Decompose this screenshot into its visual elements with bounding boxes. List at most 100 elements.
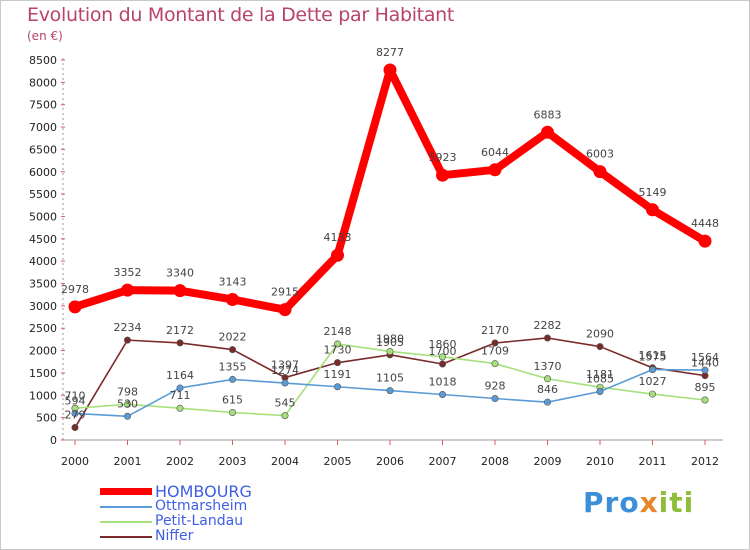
- data-point-ottmarsheim: [543, 398, 551, 406]
- data-point-hombourg: [173, 284, 187, 298]
- data-point-ottmarsheim: [71, 409, 79, 417]
- legend-label-hombourg: HOMBOURG: [155, 482, 252, 501]
- data-label-petit-landau: 895: [695, 381, 716, 394]
- data-point-petit-landau: [281, 412, 289, 420]
- data-label-ottmarsheim: 1274: [271, 364, 299, 377]
- legend-swatch-hombourg: [100, 488, 152, 495]
- data-label-petit-landau: 2148: [324, 325, 352, 338]
- data-label-niffer: 2282: [534, 319, 562, 332]
- data-point-hombourg: [121, 283, 134, 297]
- y-tick-label: 0: [50, 434, 57, 447]
- x-tick-label: 2007: [429, 455, 457, 468]
- data-label-niffer: 2234: [114, 321, 142, 334]
- logo-part-2: x: [639, 486, 659, 519]
- y-tick-label: 8000: [29, 76, 57, 89]
- data-label-hombourg: 5149: [639, 186, 667, 199]
- data-point-ottmarsheim: [701, 366, 709, 374]
- data-label-hombourg: 8277: [376, 46, 404, 59]
- data-point-hombourg: [331, 248, 344, 262]
- x-tick-label: 2001: [114, 455, 142, 468]
- y-tick-label: 6000: [29, 166, 57, 179]
- data-point-hombourg: [593, 165, 607, 179]
- proxiti-logo: Proxiti: [583, 486, 694, 519]
- x-tick-label: 2006: [376, 455, 404, 468]
- data-label-niffer: 1440: [691, 357, 719, 370]
- data-label-ottmarsheim: 1018: [429, 375, 457, 388]
- data-point-ottmarsheim: [281, 379, 289, 387]
- data-label-niffer: 2172: [166, 324, 194, 337]
- data-label-petit-landau: 1370: [534, 360, 562, 373]
- data-label-petit-landau: 1027: [639, 375, 667, 388]
- data-point-niffer: [438, 360, 446, 368]
- data-point-niffer: [596, 343, 604, 351]
- y-tick-label: 6500: [29, 143, 57, 156]
- data-label-petit-landau: 1860: [429, 338, 457, 351]
- data-point-ottmarsheim: [124, 412, 132, 420]
- y-tick-label: 5000: [29, 210, 57, 223]
- data-point-petit-landau: [124, 400, 132, 408]
- logo-part-3: iti: [658, 486, 695, 519]
- legend-swatch-petit-landau: [100, 521, 152, 523]
- data-label-ottmarsheim: 1164: [166, 369, 194, 382]
- data-point-hombourg: [541, 125, 554, 139]
- y-tick-label: 1000: [29, 389, 57, 402]
- chart-title: Evolution du Montant de la Dette par Hab…: [27, 4, 455, 26]
- y-tick-label: 5500: [29, 188, 57, 201]
- data-point-niffer: [333, 359, 341, 367]
- data-label-hombourg: 3143: [219, 275, 247, 288]
- data-point-hombourg: [698, 234, 712, 248]
- y-tick-label: 8500: [29, 54, 57, 67]
- legend-label-niffer: Niffer: [155, 528, 194, 544]
- data-point-hombourg: [68, 300, 82, 314]
- data-point-ottmarsheim: [596, 387, 604, 395]
- y-tick-label: 4500: [29, 233, 57, 246]
- x-tick-label: 2011: [639, 455, 667, 468]
- data-label-ottmarsheim: 1575: [639, 351, 667, 364]
- data-label-niffer: 2090: [586, 328, 614, 341]
- x-tick-label: 2008: [481, 455, 509, 468]
- data-point-hombourg: [278, 303, 292, 317]
- data-point-niffer: [491, 339, 499, 347]
- x-tick-label: 2005: [324, 455, 352, 468]
- y-tick-label: 2500: [29, 322, 57, 335]
- data-label-ottmarsheim: 1085: [586, 372, 614, 385]
- y-tick-label: 7500: [29, 99, 57, 112]
- data-label-niffer: 1700: [429, 345, 457, 358]
- data-point-petit-landau: [229, 409, 237, 417]
- data-label-niffer: 1730: [324, 344, 352, 357]
- data-label-hombourg: 2915: [271, 286, 299, 299]
- data-point-ottmarsheim: [333, 383, 341, 391]
- y-tick-label: 2000: [29, 345, 57, 358]
- x-tick-label: 2003: [219, 455, 247, 468]
- data-label-niffer: 2022: [219, 331, 247, 344]
- data-point-petit-landau: [438, 353, 446, 361]
- legend-swatch-ottmarsheim: [100, 506, 152, 508]
- data-label-petit-landau: 615: [222, 394, 243, 407]
- data-label-hombourg: 3340: [166, 267, 194, 280]
- data-point-ottmarsheim: [648, 366, 656, 374]
- data-point-niffer: [176, 339, 184, 347]
- legend-swatch-niffer: [100, 536, 152, 538]
- data-label-petit-landau: 1980: [376, 332, 404, 345]
- data-label-ottmarsheim: 530: [117, 397, 138, 410]
- x-tick-label: 2010: [586, 455, 614, 468]
- y-tick-label: 3000: [29, 300, 57, 313]
- data-label-ottmarsheim: 846: [537, 383, 558, 396]
- data-label-ottmarsheim: 594: [65, 394, 86, 407]
- data-point-petit-landau: [386, 347, 394, 355]
- data-label-ottmarsheim: 1564: [691, 351, 719, 364]
- data-point-niffer: [229, 346, 237, 354]
- data-label-hombourg: 2978: [61, 283, 89, 296]
- data-label-petit-landau: 1181: [586, 368, 614, 381]
- data-point-niffer: [124, 336, 132, 344]
- y-tick-label: 1500: [29, 367, 57, 380]
- data-label-niffer: 2170: [481, 324, 509, 337]
- data-label-hombourg: 5923: [429, 151, 457, 164]
- data-point-petit-landau: [701, 396, 709, 404]
- data-point-ottmarsheim: [438, 390, 446, 398]
- y-axis-unit-label: (en €): [27, 29, 63, 43]
- y-tick-label: 500: [36, 412, 57, 425]
- x-tick-label: 2000: [61, 455, 89, 468]
- data-label-hombourg: 4448: [691, 217, 719, 230]
